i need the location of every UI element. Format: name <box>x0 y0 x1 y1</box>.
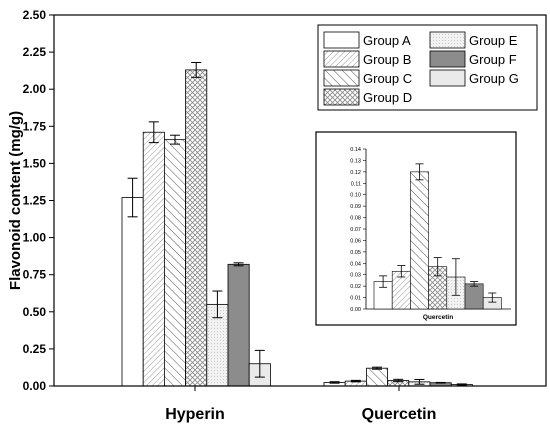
inset-bar-group-c <box>410 171 429 310</box>
x-category-label: Hyperin <box>165 406 225 423</box>
inset-y-tick-label: 0.12 <box>350 170 361 176</box>
main-y-axis: 0.00 0.25 0.50 0.75 1.00 1.25 1.50 1.75 2.00 2.25… <box>23 8 54 393</box>
main-bars <box>121 69 473 387</box>
inset-y-tick-label: 0.00 <box>350 307 361 313</box>
inset-error-bar <box>451 258 460 296</box>
y-tick-label: 2.00 <box>23 82 47 96</box>
error-bar <box>414 378 425 385</box>
legend-item-group-d: Group D <box>323 88 412 106</box>
inset-error-bar <box>433 257 442 277</box>
inset-y-tick-label: 0.14 <box>350 147 361 153</box>
legend-item-group-b: Group B <box>323 50 411 68</box>
inset-y-tick-label: 0.11 <box>351 181 361 187</box>
y-tick-label: 1.75 <box>23 119 47 133</box>
legend-swatch <box>429 31 466 49</box>
inset-y-tick-label: 0.10 <box>350 193 361 199</box>
inset-x-axis-label: Quercetin <box>423 314 453 321</box>
legend-item-group-f: Group F <box>429 50 517 68</box>
y-tick-label: 1.00 <box>23 231 47 245</box>
error-bar <box>127 177 138 218</box>
legend-label: Group B <box>363 52 411 67</box>
legend-item-group-a: Group A <box>323 31 411 49</box>
error-bar <box>170 134 180 145</box>
legend-swatch <box>429 69 466 87</box>
y-tick-label: 0.75 <box>23 268 47 282</box>
error-bar <box>372 366 382 370</box>
bar-group-c-quercetin <box>365 367 388 387</box>
bar-group-a-hyperin <box>121 197 144 387</box>
inset-bar-group-f <box>464 283 484 310</box>
legend: Group A Group B Group C Group D Group E Group… <box>317 24 538 111</box>
inset-error-bar <box>488 292 497 303</box>
legend-label: Group F <box>469 52 517 67</box>
inset-error-bar <box>470 281 479 287</box>
error-bar <box>435 381 446 384</box>
y-tick-label: 1.50 <box>23 156 47 170</box>
x-category-label: Quercetin <box>362 406 437 423</box>
main-error-bars <box>127 61 467 386</box>
inset-error-bar <box>379 275 388 288</box>
inset-y-tick-label: 0.13 <box>350 158 361 164</box>
legend-swatch <box>323 88 360 106</box>
inset-y-tick-label: 0.06 <box>350 238 361 244</box>
inset-error-bar <box>415 163 424 181</box>
error-bar <box>254 349 265 378</box>
inset-y-tick-label: 0.07 <box>350 227 361 233</box>
error-bar <box>191 61 202 78</box>
legend-swatch <box>323 31 360 49</box>
inset-y-tick-label: 0.09 <box>350 204 361 210</box>
legend-item-group-c: Group C <box>323 69 412 87</box>
error-bar <box>233 262 244 267</box>
error-bar <box>329 381 340 384</box>
legend-swatch <box>323 69 360 87</box>
inset-y-tick-label: 0.02 <box>350 284 361 290</box>
main-plot-frame <box>53 14 547 387</box>
error-bar <box>148 121 159 144</box>
inset-y-tick-label: 0.08 <box>350 216 361 222</box>
bar-group-b-hyperin <box>142 131 165 387</box>
y-tick-label: 2.25 <box>23 45 47 59</box>
legend-item-group-g: Group G <box>429 69 519 87</box>
legend-label: Group C <box>363 71 412 86</box>
error-bar <box>212 290 223 319</box>
legend-label: Group E <box>469 33 518 48</box>
legend-label: Group D <box>363 90 412 105</box>
inset-y-tick-label: 0.05 <box>350 250 361 256</box>
inset-y-tick-label: 0.01 <box>350 296 361 302</box>
main-x-axis: Hyperin Quercetin <box>165 386 436 423</box>
main-plot: 0.00 0.25 0.50 0.75 1.00 1.25 1.50 1.75 2.00 2.25… <box>23 8 547 423</box>
y-tick-label: 0.50 <box>23 305 47 319</box>
bar-group-d-hyperin <box>185 69 208 387</box>
inset-chart: 0.00 0.01 0.02 0.03 0.04 0.05 0.06 0.07 0.08 0.09… <box>315 131 517 326</box>
y-axis-label: Flavonoid content (mg/g) <box>7 111 24 290</box>
bar-group-c-hyperin <box>163 139 186 387</box>
legend-swatch <box>323 50 360 68</box>
error-bar <box>393 378 404 383</box>
legend-label: Group A <box>363 33 411 48</box>
legend-swatch <box>429 50 466 68</box>
y-tick-label: 2.50 <box>23 8 47 22</box>
legend-label: Group G <box>469 71 519 86</box>
inset-y-tick-label: 0.03 <box>350 273 361 279</box>
y-tick-label: 0.00 <box>23 379 47 393</box>
y-tick-label: 1.25 <box>23 194 47 208</box>
y-tick-label: 0.25 <box>23 342 47 356</box>
error-bar <box>350 379 361 383</box>
legend-item-group-e: Group E <box>429 31 518 49</box>
bar-group-f-hyperin <box>227 263 250 387</box>
error-bar <box>456 383 467 386</box>
inset-error-bar <box>397 265 406 278</box>
inset-y-tick-label: 0.04 <box>350 261 361 267</box>
